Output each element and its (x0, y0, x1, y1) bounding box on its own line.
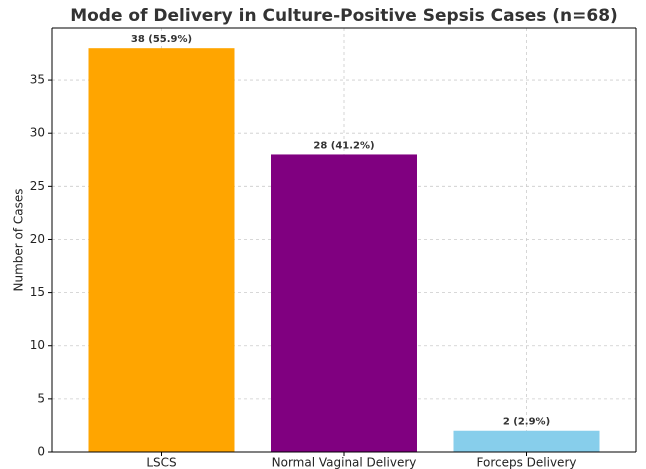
y-tick-label: 5 (37, 391, 45, 405)
y-tick-label: 0 (37, 445, 45, 459)
y-tick-label: 10 (30, 338, 45, 352)
value-label: 38 (55.9%) (131, 34, 192, 45)
y-tick-label: 20 (30, 232, 45, 246)
y-tick-label: 30 (30, 126, 45, 140)
y-tick-label: 25 (30, 179, 45, 193)
chart-title: Mode of Delivery in Culture-Positive Sep… (70, 6, 618, 26)
y-tick-label: 35 (30, 73, 45, 87)
bar (88, 48, 235, 452)
x-tick-label: LSCS (146, 456, 176, 469)
x-tick-label: Forceps Delivery (477, 456, 577, 469)
y-tick-label: 15 (30, 285, 45, 299)
x-tick-label: Normal Vaginal Delivery (272, 456, 417, 469)
value-label: 28 (41.2%) (313, 140, 374, 151)
value-label: 2 (2.9%) (503, 417, 550, 428)
y-axis-label: Number of Cases (12, 188, 26, 291)
bar (271, 154, 417, 452)
bar (453, 430, 600, 452)
